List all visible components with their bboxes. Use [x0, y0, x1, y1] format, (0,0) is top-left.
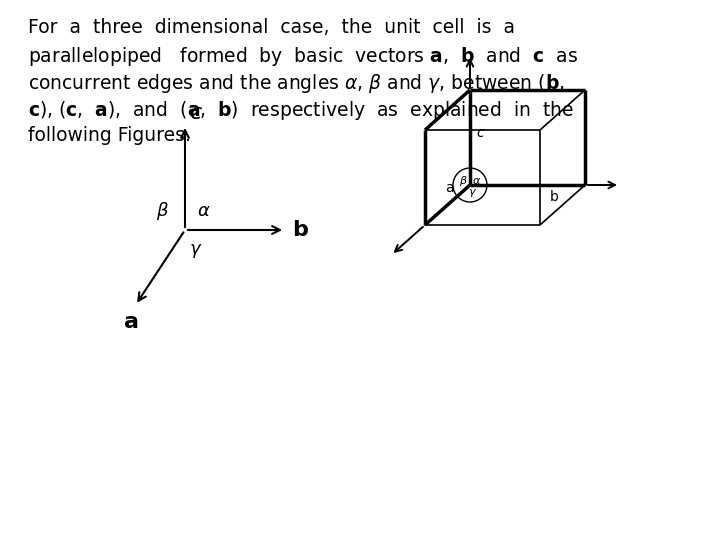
Text: concurrent edges and the angles $\alpha$, $\beta$ and $\gamma$, between ($\mathb: concurrent edges and the angles $\alpha$…	[28, 72, 564, 95]
Text: $c$: $c$	[189, 103, 203, 123]
Text: $\gamma$: $\gamma$	[189, 242, 202, 260]
Text: a: a	[446, 181, 454, 195]
Text: c: c	[476, 126, 484, 140]
Text: $\gamma$: $\gamma$	[469, 187, 477, 199]
Text: $\alpha$: $\alpha$	[472, 176, 482, 186]
Text: $\beta$: $\beta$	[459, 174, 467, 188]
Text: $\beta$: $\beta$	[156, 200, 169, 222]
Text: $\mathbf{a}$: $\mathbf{a}$	[123, 312, 138, 332]
Text: $\mathbf{b}$: $\mathbf{b}$	[292, 220, 309, 240]
Text: $\mathbf{c}$), ($\mathbf{c}$,  $\mathbf{a}$),  and  ($\mathbf{a}$,  $\mathbf{b}$: $\mathbf{c}$), ($\mathbf{c}$, $\mathbf{a…	[28, 99, 574, 122]
Text: parallelopiped   formed  by  basic  vectors $\mathbf{a}$,  $\mathbf{b}$  and  $\: parallelopiped formed by basic vectors $…	[28, 45, 578, 68]
Text: For  a  three  dimensional  case,  the  unit  cell  is  a: For a three dimensional case, the unit c…	[28, 18, 515, 37]
Text: following Figures.: following Figures.	[28, 126, 191, 145]
Text: b: b	[550, 190, 559, 204]
Text: $\alpha$: $\alpha$	[197, 202, 211, 220]
